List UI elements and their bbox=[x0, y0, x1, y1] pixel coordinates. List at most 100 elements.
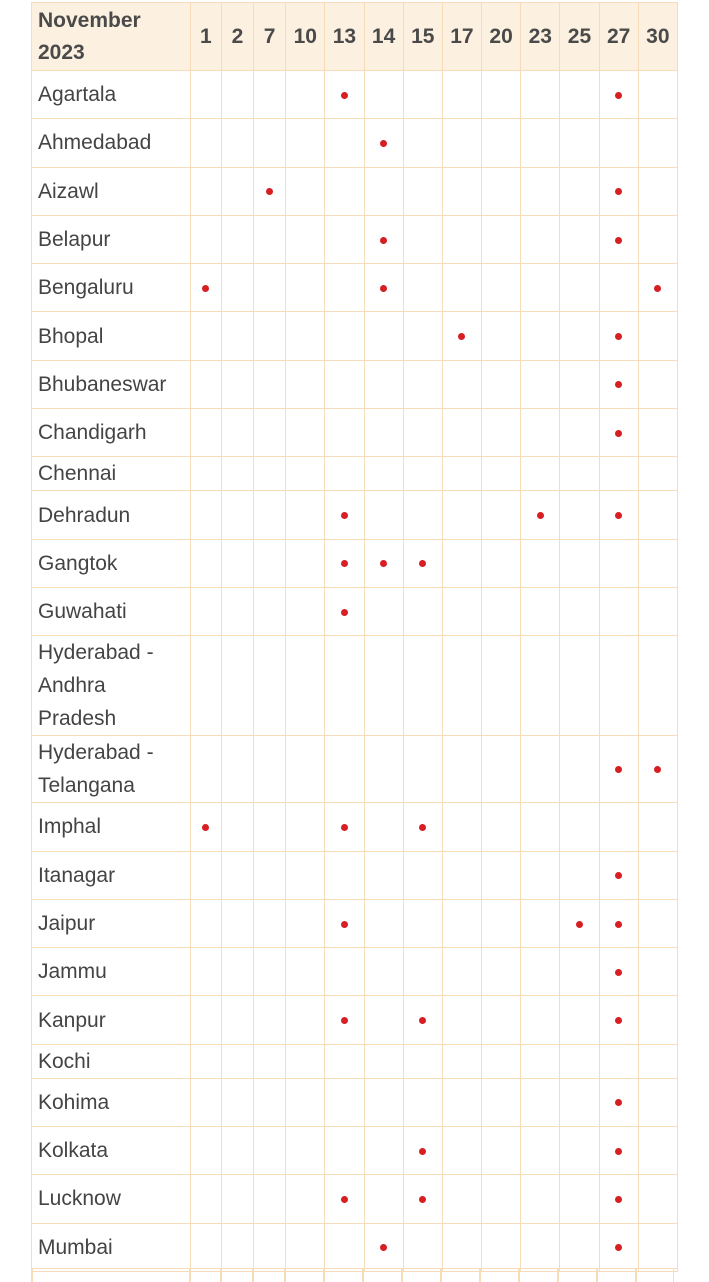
table-row: Jaipur bbox=[31, 898, 679, 949]
holiday-marker-icon bbox=[536, 512, 544, 520]
day-cell bbox=[520, 311, 561, 361]
day-cell bbox=[520, 118, 561, 168]
day-cell bbox=[559, 802, 600, 852]
day-cell bbox=[520, 898, 561, 949]
day-cell bbox=[285, 408, 326, 458]
day-cell bbox=[520, 947, 561, 997]
day-cell bbox=[598, 947, 639, 997]
day-cell bbox=[363, 69, 404, 120]
day-cell bbox=[402, 1126, 443, 1176]
day-cell bbox=[598, 635, 639, 737]
day-cell bbox=[220, 1174, 255, 1224]
day-cell bbox=[253, 311, 287, 361]
day-cell bbox=[481, 735, 522, 804]
day-cell bbox=[220, 586, 255, 637]
holiday-marker-icon bbox=[340, 560, 348, 568]
day-cell bbox=[520, 408, 561, 458]
day-cell bbox=[637, 1174, 679, 1224]
city-cell: Hyderabad - Telangana bbox=[31, 735, 191, 804]
table-row: Bengaluru bbox=[31, 263, 679, 313]
day-cell bbox=[402, 850, 443, 900]
day-cell bbox=[559, 118, 600, 168]
day-cell bbox=[189, 1077, 222, 1128]
day-cell bbox=[220, 538, 255, 588]
day-cell bbox=[324, 456, 365, 492]
table-row: Kanpur bbox=[31, 995, 679, 1045]
day-cell bbox=[253, 995, 287, 1045]
day-cell bbox=[253, 359, 287, 410]
day-cell bbox=[441, 408, 483, 458]
city-cell: Kolkata bbox=[31, 1126, 191, 1176]
day-cell bbox=[285, 456, 326, 492]
day-cell bbox=[559, 586, 600, 637]
city-cell: Bhubaneswar bbox=[31, 359, 191, 410]
holiday-marker-icon bbox=[340, 512, 348, 520]
day-cell bbox=[402, 995, 443, 1045]
day-cell bbox=[598, 850, 639, 900]
column-divider bbox=[518, 1269, 520, 1282]
day-cell bbox=[253, 1043, 287, 1079]
day-cell bbox=[441, 850, 483, 900]
day-header: 13 bbox=[324, 2, 365, 71]
day-cell bbox=[637, 802, 679, 852]
day-cell bbox=[324, 490, 365, 540]
day-cell bbox=[402, 1077, 443, 1128]
table-row: Bhopal bbox=[31, 311, 679, 361]
holiday-marker-icon bbox=[615, 236, 623, 244]
day-cell bbox=[402, 1222, 443, 1272]
city-cell: Hyderabad - Andhra Pradesh bbox=[31, 635, 191, 737]
day-cell bbox=[253, 635, 287, 737]
day-cell bbox=[481, 947, 522, 997]
table-row: Chennai bbox=[31, 456, 679, 492]
day-cell bbox=[637, 1126, 679, 1176]
holiday-table-container: November 2023 1 2 7 10 13 14 15 17 20 23 25 27 30 Ag… bbox=[31, 2, 679, 1272]
holiday-marker-icon bbox=[615, 1195, 623, 1203]
day-cell bbox=[481, 490, 522, 540]
day-cell bbox=[559, 635, 600, 737]
day-cell bbox=[402, 311, 443, 361]
city-cell: Belapur bbox=[31, 214, 191, 265]
holiday-marker-icon bbox=[615, 968, 623, 976]
day-cell bbox=[253, 586, 287, 637]
city-cell: Bengaluru bbox=[31, 263, 191, 313]
day-cell bbox=[559, 311, 600, 361]
day-cell bbox=[598, 69, 639, 120]
day-cell bbox=[559, 1126, 600, 1176]
day-cell bbox=[189, 408, 222, 458]
city-cell: Kohima bbox=[31, 1077, 191, 1128]
day-header: 14 bbox=[363, 2, 404, 71]
day-cell bbox=[441, 118, 483, 168]
table-row: Hyderabad - Andhra Pradesh bbox=[31, 635, 679, 737]
day-cell bbox=[363, 456, 404, 492]
holiday-marker-icon bbox=[615, 91, 623, 99]
day-cell bbox=[220, 490, 255, 540]
day-cell bbox=[441, 1077, 483, 1128]
day-cell bbox=[324, 1077, 365, 1128]
day-cell bbox=[324, 850, 365, 900]
city-cell: Itanagar bbox=[31, 850, 191, 900]
column-divider bbox=[189, 1269, 191, 1282]
day-cell bbox=[253, 1126, 287, 1176]
day-cell bbox=[402, 359, 443, 410]
day-cell bbox=[637, 995, 679, 1045]
day-cell bbox=[481, 214, 522, 265]
day-cell bbox=[559, 359, 600, 410]
day-cell bbox=[324, 1126, 365, 1176]
day-cell bbox=[520, 166, 561, 216]
day-cell bbox=[559, 1043, 600, 1079]
day-cell bbox=[481, 802, 522, 852]
day-cell bbox=[481, 898, 522, 949]
day-cell bbox=[559, 947, 600, 997]
holiday-marker-icon bbox=[615, 188, 623, 196]
day-header: 15 bbox=[402, 2, 443, 71]
day-cell bbox=[598, 311, 639, 361]
day-cell bbox=[324, 166, 365, 216]
day-cell bbox=[520, 263, 561, 313]
table-row: Kohima bbox=[31, 1077, 679, 1128]
day-cell bbox=[598, 1077, 639, 1128]
day-cell bbox=[637, 1043, 679, 1079]
day-cell bbox=[520, 995, 561, 1045]
day-cell bbox=[285, 802, 326, 852]
day-cell bbox=[285, 311, 326, 361]
table-row: Kochi bbox=[31, 1043, 679, 1079]
